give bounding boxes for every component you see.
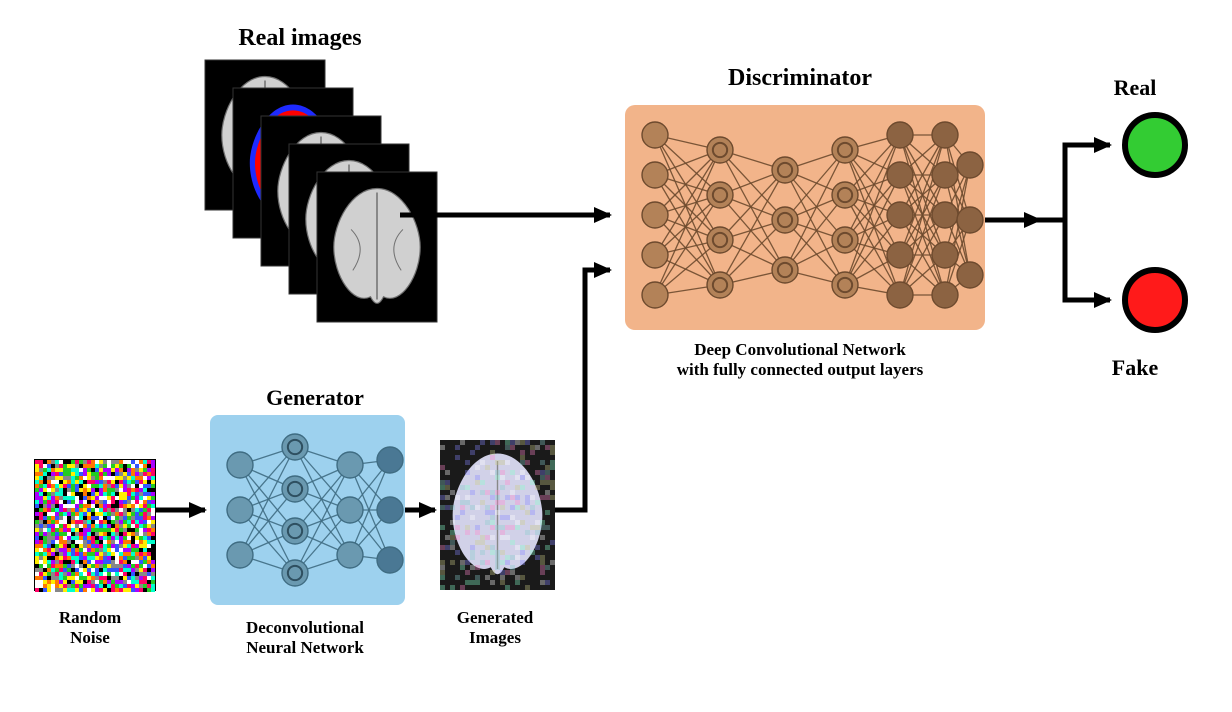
arrow-split-to-fake [1040, 220, 1110, 300]
label-randomNoise1: Random [30, 608, 150, 628]
label-fake: Fake [1085, 355, 1185, 381]
arrow-split-to-real [1040, 145, 1110, 220]
generator-network [210, 415, 405, 605]
random-noise [34, 459, 156, 592]
label-deconv2: Neural Network [205, 638, 405, 658]
generated-image [440, 440, 555, 590]
label-discriminator: Discriminator [690, 65, 910, 92]
gan-diagram [0, 0, 1232, 707]
label-realImages: Real images [200, 25, 400, 52]
output-fake [1125, 270, 1185, 330]
label-discCaption2: with fully connected output layers [640, 360, 960, 380]
label-genImgs1: Generated [425, 608, 565, 628]
output-real [1125, 115, 1185, 175]
label-discCaption1: Deep Convolutional Network [640, 340, 960, 360]
label-genImgs2: Images [425, 628, 565, 648]
label-randomNoise2: Noise [30, 628, 150, 648]
discriminator-network [625, 105, 985, 330]
label-generator: Generator [215, 385, 415, 411]
real-image-tile-4 [317, 172, 437, 322]
label-deconv1: Deconvolutional [205, 618, 405, 638]
arrow-genimg-to-disc [555, 270, 610, 510]
label-real: Real [1085, 75, 1185, 101]
